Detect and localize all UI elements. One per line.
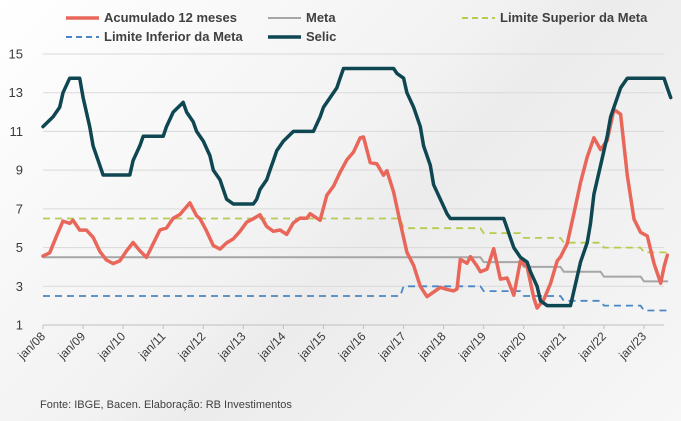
legend-label: Selic <box>306 29 336 44</box>
y-tick-label: 5 <box>16 240 23 255</box>
x-tick-label: jan/08 <box>14 329 48 363</box>
x-tick-label: jan/21 <box>535 329 569 363</box>
y-tick-label: 15 <box>9 47 23 62</box>
series-line-meta <box>42 256 669 283</box>
x-tick-label: jan/17 <box>375 329 409 363</box>
legend-label: Limite Inferior da Meta <box>104 29 243 44</box>
legend-label: Acumulado 12 meses <box>104 10 237 25</box>
x-tick-label: jan/23 <box>615 329 649 363</box>
y-tick-label: 11 <box>10 124 24 139</box>
x-tick-label: jan/13 <box>215 329 249 363</box>
series-line-selic <box>41 66 673 308</box>
y-tick-label: 7 <box>16 201 23 216</box>
legend: Acumulado 12 meses Meta Limite Superior da… <box>66 10 648 44</box>
x-tick-label: jan/16 <box>335 329 369 363</box>
x-tick-label: jan/10 <box>95 329 129 363</box>
source-note: Fonte: IBGE, Bacen. Elaboração: RB Inves… <box>40 399 292 411</box>
x-tick-label: jan/14 <box>255 329 289 363</box>
x-tick-label: jan/22 <box>575 329 609 363</box>
legend-label: Meta <box>306 10 336 25</box>
legend-label: Limite Superior da Meta <box>500 10 648 25</box>
x-tick-label: jan/09 <box>54 329 88 363</box>
x-tick-label: jan/11 <box>135 329 168 362</box>
y-tick-label: 13 <box>9 85 23 100</box>
series-line-acumulado-12-meses <box>41 107 670 310</box>
x-axis: jan/08 jan/09 jan/10 jan/11 jan/12 jan/13 jan/… <box>14 324 664 363</box>
x-tick-label: jan/18 <box>415 329 449 363</box>
y-tick-label: 9 <box>16 163 23 178</box>
gridlines <box>43 53 664 326</box>
x-tick-label: jan/12 <box>175 329 209 363</box>
x-tick-label: jan/20 <box>495 329 529 363</box>
x-tick-label: jan/19 <box>455 329 489 363</box>
x-tick-label: jan/15 <box>295 329 329 363</box>
series-lines <box>41 66 673 312</box>
y-tick-label: 3 <box>16 279 23 294</box>
y-tick-label: 1 <box>16 318 23 333</box>
